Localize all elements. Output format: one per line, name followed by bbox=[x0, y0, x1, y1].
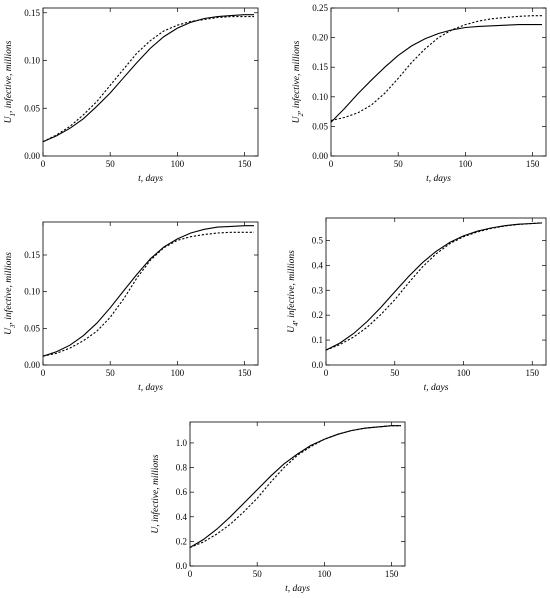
y-tick-label: 0.10 bbox=[312, 92, 328, 102]
x-tick-label: 0 bbox=[41, 159, 46, 169]
chart-panel-1: 0 50 100 150 0.00 0.05 0.10 0.15 t, days U1, infe… bbox=[3, 7, 259, 184]
series-line-solid bbox=[42, 14, 254, 143]
y-tick-label: 0.15 bbox=[24, 8, 40, 18]
y-tick-label: 0.10 bbox=[24, 56, 40, 66]
x-tick-label: 100 bbox=[318, 569, 332, 579]
y-tick-label: 0.05 bbox=[24, 103, 40, 113]
series-line-solid bbox=[189, 425, 401, 548]
y-tick-label: 0.15 bbox=[312, 62, 328, 72]
x-tick-label: 150 bbox=[526, 368, 540, 378]
plot-frame bbox=[325, 217, 547, 366]
y-tick-label: 0.4 bbox=[312, 260, 324, 270]
x-axis-label: t, days bbox=[138, 383, 163, 393]
y-tick-label: 0.25 bbox=[312, 3, 328, 13]
y-axis-label: U, infective, millions bbox=[150, 454, 161, 533]
x-tick-label: 50 bbox=[394, 159, 404, 169]
x-tick-label: 0 bbox=[188, 569, 193, 579]
series-line-dotted bbox=[330, 15, 542, 122]
chart-panel-2: 0 50 100 150 0.00 0.05 0.10 0.15 0.20 0.25 t, days… bbox=[291, 3, 547, 184]
plot-frame bbox=[42, 221, 259, 366]
y-tick-label: 0.0 bbox=[312, 360, 324, 370]
x-axis-label: t, days bbox=[426, 174, 451, 184]
x-tick-label: 100 bbox=[457, 368, 471, 378]
y-tick-label: 0.4 bbox=[176, 512, 188, 522]
y-tick-label: 0.00 bbox=[24, 360, 40, 370]
y-tick-label: 0.8 bbox=[176, 463, 188, 473]
y-tick-label: 0.00 bbox=[312, 151, 328, 161]
x-tick-label: 100 bbox=[171, 368, 185, 378]
x-tick-label: 150 bbox=[238, 159, 252, 169]
x-tick-label: 150 bbox=[238, 368, 252, 378]
x-tick-label: 100 bbox=[171, 159, 185, 169]
y-tick-label: 0.1 bbox=[312, 335, 323, 345]
series-line-dotted bbox=[42, 16, 254, 143]
plot-frame bbox=[189, 421, 406, 567]
x-tick-label: 50 bbox=[106, 159, 116, 169]
y-tick-label: 0.05 bbox=[312, 121, 328, 131]
x-tick-label: 0 bbox=[41, 368, 46, 378]
plot-frame bbox=[42, 7, 259, 157]
y-tick-label: 0.5 bbox=[312, 235, 324, 245]
series-line-dotted bbox=[42, 231, 254, 357]
y-tick-label: 0.00 bbox=[24, 151, 40, 161]
series-line-dotted bbox=[325, 222, 542, 351]
series-line-solid bbox=[330, 24, 542, 123]
y-tick-label: 0.20 bbox=[312, 33, 328, 43]
y-axis-label: U3, infective, millions bbox=[3, 252, 17, 335]
y-axis-label: U1, infective, millions bbox=[3, 40, 17, 123]
series-line-dotted bbox=[189, 425, 401, 549]
y-tick-label: 0.0 bbox=[176, 561, 188, 571]
y-tick-label: 0.15 bbox=[24, 250, 40, 260]
x-tick-label: 0 bbox=[324, 368, 329, 378]
chart-panel-3: 0 50 100 150 0.00 0.05 0.10 0.15 t, days U3, infe… bbox=[3, 221, 259, 393]
y-tick-label: 0.2 bbox=[176, 536, 187, 546]
chart-panel-5: 0 50 100 150 0.0 0.2 0.4 0.6 0.8 1.0 t, days U, inf… bbox=[150, 421, 406, 594]
y-tick-label: 0.10 bbox=[24, 287, 40, 297]
x-tick-label: 50 bbox=[390, 368, 400, 378]
y-axis-label: U2, infective, millions bbox=[291, 40, 305, 123]
y-tick-label: 0.3 bbox=[312, 285, 324, 295]
series-line-solid bbox=[325, 222, 542, 351]
y-tick-label: 0.2 bbox=[312, 310, 323, 320]
x-tick-label: 50 bbox=[253, 569, 263, 579]
x-axis-label: t, days bbox=[424, 383, 449, 393]
chart-panel-4: 0 50 100 150 0.0 0.1 0.2 0.3 0.4 0.5 t, days U4, in… bbox=[286, 217, 547, 393]
y-tick-label: 0.6 bbox=[176, 487, 188, 497]
y-axis-label: U4, infective, millions bbox=[286, 250, 300, 333]
x-tick-label: 150 bbox=[526, 159, 540, 169]
series-line-solid bbox=[42, 225, 254, 357]
plot-frame bbox=[330, 7, 547, 157]
x-tick-label: 0 bbox=[329, 159, 334, 169]
x-tick-label: 100 bbox=[459, 159, 473, 169]
x-tick-label: 150 bbox=[385, 569, 399, 579]
y-tick-label: 0.05 bbox=[24, 323, 40, 333]
x-tick-label: 50 bbox=[106, 368, 116, 378]
y-tick-label: 1.0 bbox=[176, 438, 188, 448]
x-axis-label: t, days bbox=[138, 174, 163, 184]
x-axis-label: t, days bbox=[285, 584, 310, 594]
